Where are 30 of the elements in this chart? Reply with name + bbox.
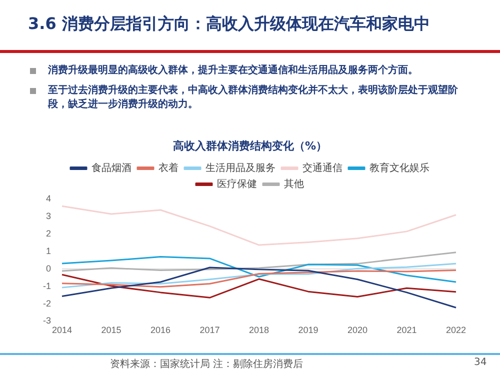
x-tick-label: 2020 [347,325,368,336]
y-tick-label: -3 [42,316,51,326]
text: 至于过去消费升级的主要代表，中高收入群体消费结构变化并不太大，表明该阶层处于观望阶段，缺乏进一步消费升级的动力。 [48,84,468,112]
legend-label: 食品烟酒 [92,162,132,174]
y-tick-label: 0 [46,263,51,274]
legend-label: 医疗保健 [217,178,257,190]
y-tick-label: 3 [46,211,51,222]
text: 资料来源：国家统计局 注：剔除住房消费后 [110,358,304,371]
legend-label: 交通通信 [302,162,342,174]
x-tick-label: 2017 [200,325,220,336]
x-tick-label: 2016 [150,325,171,336]
y-tick-label: -2 [42,298,51,308]
legend-label: 教育文化娱乐 [370,162,430,174]
chart-title: 高收入群体消费结构变化（%） [172,139,328,152]
y-tick-label: -1 [42,280,51,291]
x-tick-label: 2021 [396,325,417,336]
x-tick-label: 2018 [248,325,270,336]
x-tick-label: 2019 [298,325,318,336]
y-tick-label: 4 [46,194,51,204]
x-tick-label: 2014 [52,325,72,336]
y-tick-label: 1 [46,246,51,256]
y-tick-label: 2 [46,228,51,239]
text: 3.6 消费分层指引方向：高收入升级体现在汽车和家电中 [28,14,430,35]
legend-label: 其他 [284,178,304,190]
legend-label: 生活用品及服务 [206,162,276,174]
text: 消费升级最明显的高级收入群体，提升主要在交通通信和生活用品及服务两个方面。 [48,64,468,78]
legend-label: 衣着 [158,162,178,174]
text: 34 [474,357,487,368]
x-tick-label: 2022 [446,325,466,336]
x-tick-label: 2015 [101,325,122,336]
